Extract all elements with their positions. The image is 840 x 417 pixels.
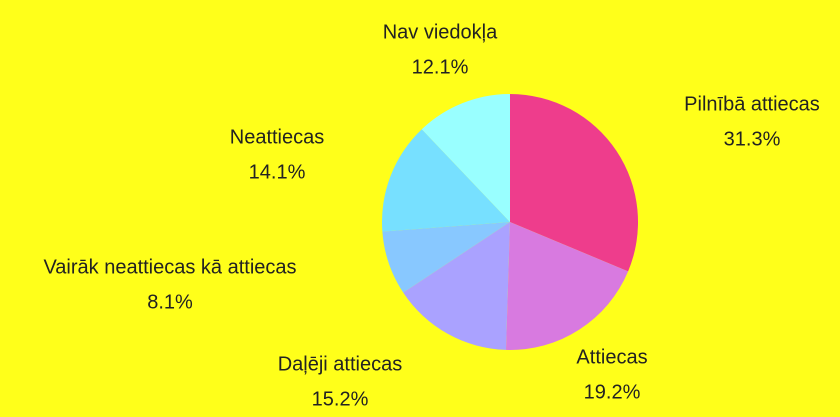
slice-label: Daļēji attiecas — [278, 353, 403, 375]
pie-slice — [382, 129, 510, 232]
slice-value: 31.3% — [724, 128, 781, 150]
pie-slice — [505, 222, 629, 350]
slice-label: Attiecas — [576, 346, 647, 368]
pie-slice — [510, 94, 638, 272]
slice-label: Nav viedokļa — [383, 21, 498, 43]
slice-value: 12.1% — [412, 56, 469, 78]
pie-slice — [403, 222, 510, 350]
pie-slice — [421, 94, 510, 222]
slice-label: Neattiecas — [230, 126, 325, 148]
slice-label: Pilnībā attiecas — [684, 93, 820, 115]
slice-value: 19.2% — [584, 381, 641, 403]
slice-value: 8.1% — [147, 291, 193, 313]
pie-slice — [382, 222, 510, 293]
slice-value: 14.1% — [249, 161, 306, 183]
slice-label: Vairāk neattiecas kā attiecas — [43, 256, 296, 278]
slice-value: 15.2% — [312, 388, 369, 410]
